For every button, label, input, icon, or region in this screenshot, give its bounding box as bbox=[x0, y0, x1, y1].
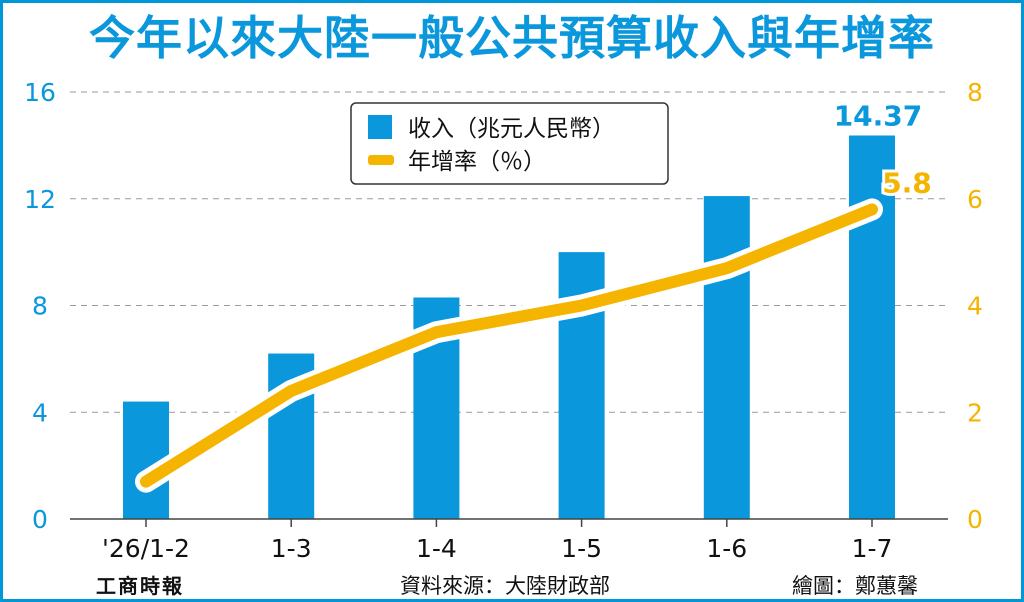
gridlines bbox=[70, 91, 948, 413]
legend-swatch-growth bbox=[368, 155, 394, 165]
x-tick-label: 1-4 bbox=[416, 534, 457, 563]
growth-data-label: 5.8 bbox=[882, 166, 932, 199]
right-tick-label: 4 bbox=[967, 292, 983, 321]
left-tick-label: 4 bbox=[32, 398, 48, 427]
x-tick-label: 1-3 bbox=[271, 534, 312, 563]
x-tick-label: '26/1-2 bbox=[102, 534, 190, 563]
x-tick-label: 1-6 bbox=[706, 534, 747, 563]
newspaper-logo: 工商時報 bbox=[96, 574, 184, 598]
legend-swatch-revenue bbox=[368, 115, 392, 139]
revenue-bar bbox=[703, 196, 750, 520]
data-labels: 14.37 5.8 bbox=[834, 100, 935, 203]
x-tick-label: 1-5 bbox=[561, 534, 602, 563]
revenue-data-label: 14.37 bbox=[834, 100, 923, 133]
legend-label-growth: 年增率（％） bbox=[408, 149, 546, 175]
axes: '26/1-2 1-3 1-4 1-5 1-6 1-7 0 4 8 12 16 0 2 4 6 8 bbox=[24, 78, 983, 563]
growth-point bbox=[145, 480, 147, 483]
left-tick-label: 8 bbox=[32, 292, 48, 321]
growth-point bbox=[435, 331, 438, 334]
left-tick-label: 12 bbox=[24, 185, 56, 214]
growth-point bbox=[871, 208, 873, 211]
legend-box bbox=[350, 102, 669, 185]
growth-point bbox=[290, 389, 293, 392]
legend-label-revenue: 收入（兆元人民幣） bbox=[408, 116, 615, 142]
growth-point bbox=[725, 267, 728, 270]
growth-line bbox=[135, 198, 883, 493]
right-tick-label: 8 bbox=[967, 78, 983, 107]
source-note: 資料來源：大陸財政部 bbox=[400, 574, 610, 598]
left-tick-label: 0 bbox=[32, 505, 48, 534]
growth-line-path bbox=[140, 203, 878, 488]
right-tick-label: 6 bbox=[967, 185, 983, 214]
left-tick-label: 16 bbox=[24, 78, 56, 107]
right-tick-label: 0 bbox=[967, 505, 983, 534]
right-tick-label: 2 bbox=[967, 398, 983, 427]
growth-point bbox=[580, 304, 583, 307]
chart-title: 今年以來大陸一般公共預算收入與年增率 bbox=[89, 11, 935, 65]
graphic-credit: 繪圖：鄭蕙馨 bbox=[792, 574, 918, 598]
legend: 收入（兆元人民幣） 年增率（％） bbox=[350, 102, 669, 185]
x-tick-label: 1-7 bbox=[852, 534, 893, 563]
